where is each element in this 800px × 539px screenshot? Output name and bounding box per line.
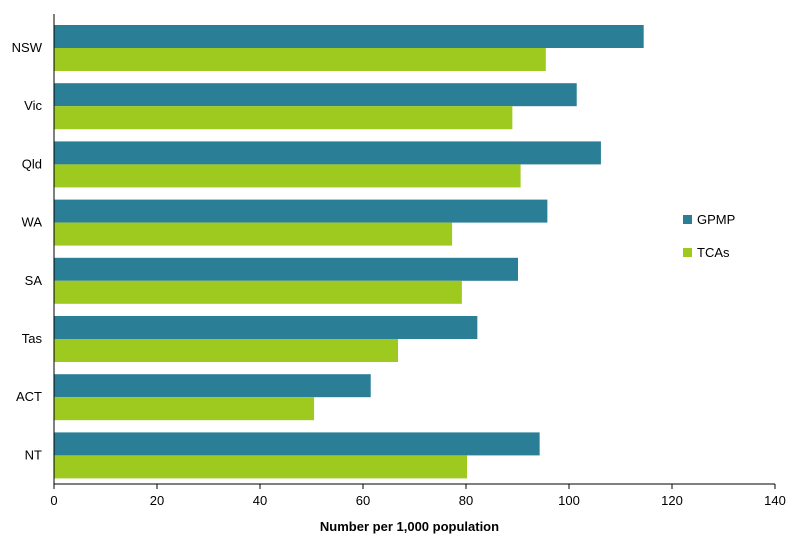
bar-tcas-qld	[54, 164, 521, 188]
bar-tcas-wa	[54, 222, 453, 246]
x-axis-ticks: 0 20 40 60 80 100 120 140	[50, 484, 786, 508]
bar-tcas-act	[54, 397, 315, 421]
bar-gpmp-vic	[54, 83, 577, 107]
bar-gpmp-wa	[54, 199, 548, 223]
x-tick-label: 80	[459, 493, 473, 508]
x-tick-label: 100	[558, 493, 580, 508]
bar-tcas-tas	[54, 339, 399, 362]
category-label-nsw: NSW	[12, 40, 43, 55]
bar-gpmp-sa	[54, 257, 519, 281]
category-label-tas: Tas	[22, 331, 43, 346]
category-label-vic: Vic	[24, 98, 42, 113]
x-axis-title: Number per 1,000 population	[320, 519, 499, 534]
bar-gpmp-tas	[54, 316, 478, 339]
x-tick-label: 20	[150, 493, 164, 508]
category-labels: NSW Vic Qld WA SA Tas ACT NT	[12, 40, 43, 462]
x-tick-label: 40	[253, 493, 267, 508]
x-tick-label: 60	[356, 493, 370, 508]
category-label-sa: SA	[25, 273, 43, 288]
legend-swatch-tcas	[683, 248, 692, 257]
legend-label-tcas: TCAs	[697, 245, 730, 260]
bar-gpmp-nt	[54, 432, 540, 456]
legend: GPMP TCAs	[683, 212, 735, 260]
category-label-wa: WA	[22, 215, 43, 230]
category-label-act: ACT	[16, 389, 42, 404]
category-label-qld: Qld	[22, 156, 42, 171]
x-tick-label: 120	[661, 493, 683, 508]
x-tick-label: 140	[764, 493, 786, 508]
bar-gpmp-qld	[54, 141, 601, 165]
bar-tcas-nsw	[54, 48, 546, 71]
bars-group	[54, 25, 644, 479]
legend-label-gpmp: GPMP	[697, 212, 735, 227]
bar-tcas-sa	[54, 280, 462, 304]
bar-gpmp-nsw	[54, 25, 644, 48]
bar-tcas-vic	[54, 106, 513, 130]
legend-swatch-gpmp	[683, 215, 692, 224]
bar-gpmp-act	[54, 374, 371, 398]
bar-tcas-nt	[54, 455, 468, 479]
category-label-nt: NT	[25, 447, 42, 462]
x-tick-label: 0	[50, 493, 57, 508]
